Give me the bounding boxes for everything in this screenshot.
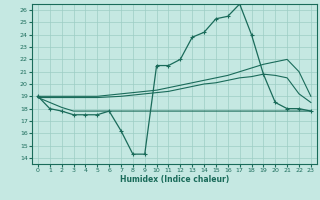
X-axis label: Humidex (Indice chaleur): Humidex (Indice chaleur) [120,175,229,184]
